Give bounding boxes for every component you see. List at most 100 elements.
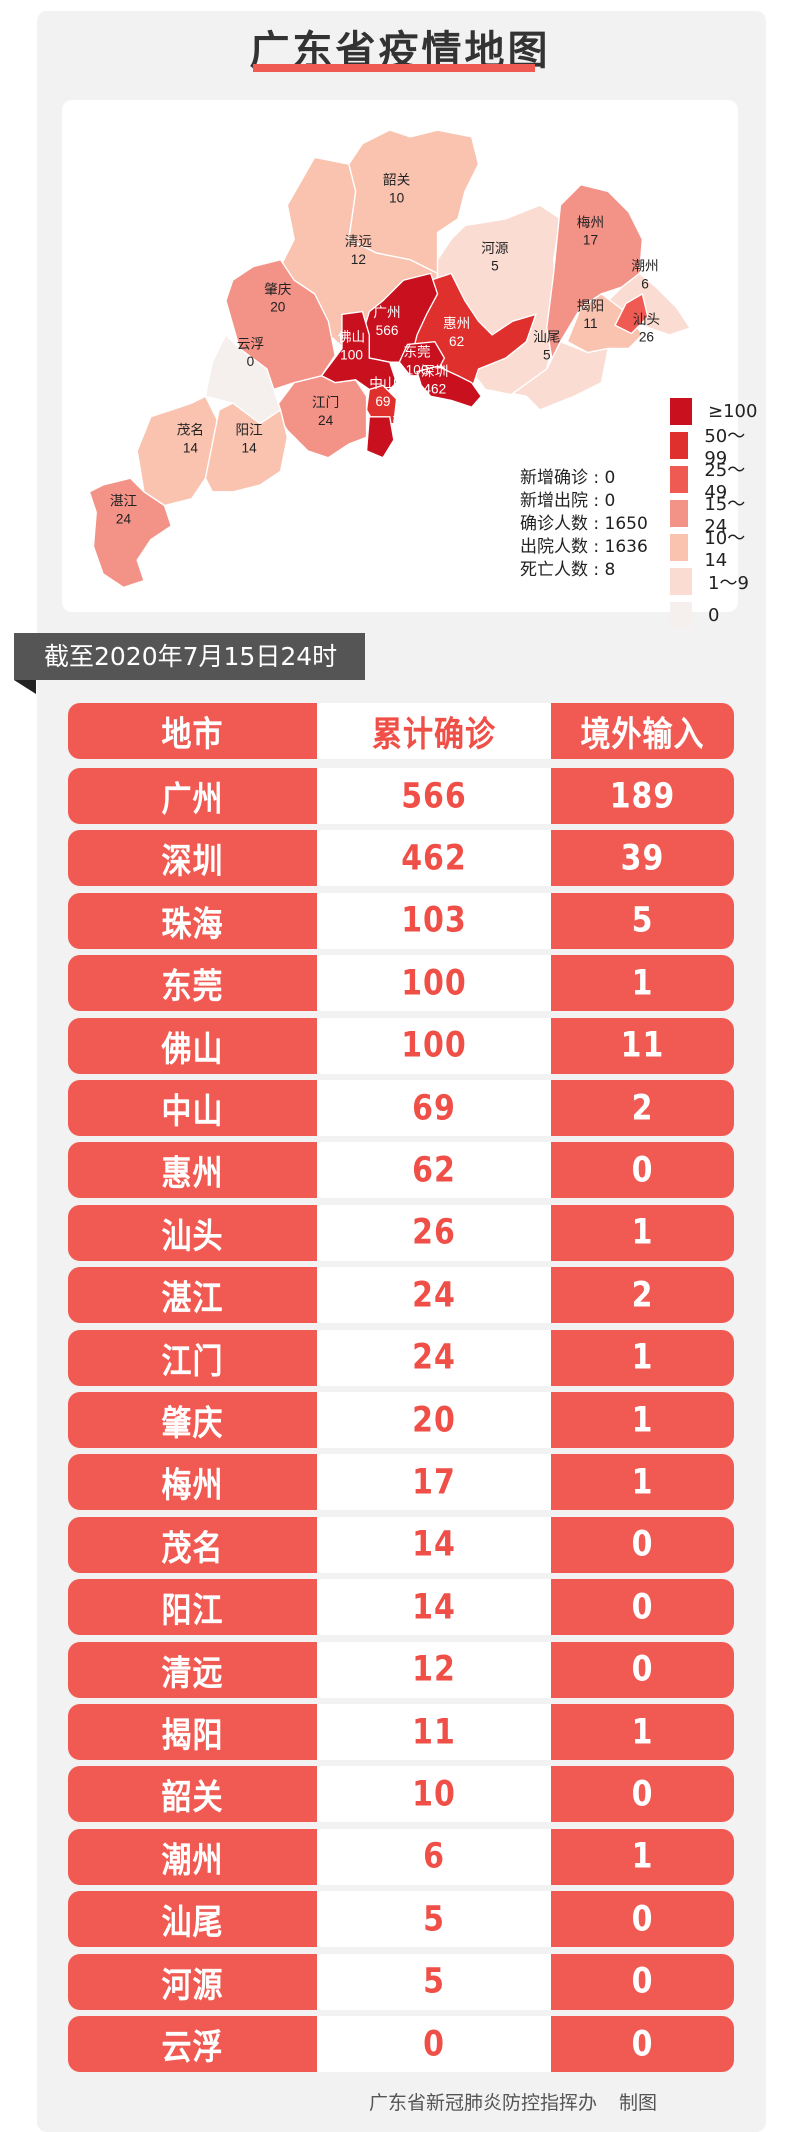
table-row: 汕尾 5 0 xyxy=(68,1891,734,1948)
total-cases-cell: 24 xyxy=(317,1267,551,1324)
cell-text: 韶关 xyxy=(161,1778,224,1819)
imported-cell: 5 xyxy=(551,892,734,949)
map-region xyxy=(510,340,610,411)
region-value: 6 xyxy=(641,276,649,291)
table-row: 梅州 17 1 xyxy=(68,1454,734,1511)
legend-item: 0 xyxy=(670,601,757,630)
legend-swatch xyxy=(670,398,692,425)
imported-cell: 境外输入 xyxy=(551,703,734,759)
city-cell: 汕尾 xyxy=(68,1891,317,1948)
region-value: 20 xyxy=(270,300,286,315)
total-cases-cell: 5 xyxy=(317,1891,551,1948)
banner-fold xyxy=(14,680,36,694)
cell-text: 189 xyxy=(609,775,676,817)
map-region xyxy=(365,416,395,459)
cell-text: 5 xyxy=(423,1961,445,2002)
stat-value: 8 xyxy=(604,560,616,580)
total-cases-cell: 566 xyxy=(317,768,551,824)
title-underline xyxy=(253,64,535,72)
imported-cell: 0 xyxy=(551,1641,734,1698)
total-cases-cell: 103 xyxy=(317,892,551,949)
city-cell: 佛山 xyxy=(68,1017,317,1074)
imported-cell: 11 xyxy=(551,1017,734,1074)
legend-label: 25～49 xyxy=(704,460,746,503)
cell-text: 100 xyxy=(401,963,467,1004)
cell-text: 茂名 xyxy=(161,1528,224,1569)
stat-label: 死亡人数 xyxy=(520,560,588,580)
map-region xyxy=(566,293,644,354)
imported-cell: 1 xyxy=(551,1704,734,1760)
region-name: 韶关 xyxy=(383,173,411,188)
cell-text: 境外输入 xyxy=(580,714,705,756)
cell-text: 566 xyxy=(401,775,467,817)
total-cases-cell: 5 xyxy=(317,1953,551,2010)
footer-org: 广东省新冠肺炎防控指挥办 xyxy=(369,2092,598,2114)
legend-item: 50～99 xyxy=(670,426,757,469)
legend-swatch xyxy=(670,534,689,561)
total-cases-cell: 12 xyxy=(317,1641,551,1698)
city-cell: 云浮 xyxy=(68,2016,317,2072)
imported-cell: 0 xyxy=(551,1891,734,1948)
footer-credit: 广东省新冠肺炎防控指挥办 制图 xyxy=(369,2088,657,2115)
cell-text: 2 xyxy=(631,1087,654,1129)
stat-label: 新增出院 xyxy=(520,491,588,511)
cell-text: 462 xyxy=(401,838,467,879)
imported-cell: 0 xyxy=(551,1516,734,1573)
table-row: 河源 5 0 xyxy=(68,1953,734,2010)
city-cell: 潮州 xyxy=(68,1828,317,1885)
cell-text: 0 xyxy=(631,1649,654,1690)
legend-swatch xyxy=(670,500,689,527)
legend-label: 1～9 xyxy=(708,572,749,594)
total-cases-cell: 20 xyxy=(317,1392,551,1448)
legend-swatch xyxy=(670,432,689,459)
legend-item: 10～14 xyxy=(670,528,757,571)
city-cell: 广州 xyxy=(68,768,317,824)
map-region xyxy=(88,477,173,589)
table-row: 潮州 6 1 xyxy=(68,1828,734,1885)
legend-label: 50～99 xyxy=(704,426,746,469)
cell-text: 24 xyxy=(412,1337,456,1378)
cell-text: 1 xyxy=(631,1836,654,1877)
table-row: 东莞 100 1 xyxy=(68,955,734,1012)
region-value: 26 xyxy=(639,330,654,345)
region-name: 广州 xyxy=(373,305,400,320)
table-row: 肇庆 20 1 xyxy=(68,1392,734,1448)
cell-text: 69 xyxy=(412,1087,456,1129)
region-value: 566 xyxy=(376,323,399,338)
table-row: 阳江 14 0 xyxy=(68,1579,734,1636)
cell-text: 1 xyxy=(631,1711,654,1753)
cell-text: 惠州 xyxy=(161,1154,224,1195)
cell-text: 11 xyxy=(412,1711,456,1753)
city-cell: 惠州 xyxy=(68,1142,317,1199)
total-cases-cell: 62 xyxy=(317,1142,551,1199)
region-value: 11 xyxy=(583,316,597,331)
table-row: 深圳 462 39 xyxy=(68,830,734,887)
city-cell: 茂名 xyxy=(68,1516,317,1573)
region-value: 100 xyxy=(406,362,429,377)
cell-text: 阳江 xyxy=(161,1591,224,1632)
cell-text: 梅州 xyxy=(161,1466,224,1507)
cell-text: 14 xyxy=(412,1524,456,1565)
table-row: 清远 12 0 xyxy=(68,1641,734,1698)
cell-text: 0 xyxy=(631,1774,654,1815)
region-name: 东莞 xyxy=(403,345,430,360)
cell-text: 24 xyxy=(412,1275,456,1316)
stat-label: 新增确诊 xyxy=(520,468,588,488)
city-cell: 清远 xyxy=(68,1641,317,1698)
table-row: 佛山 100 11 xyxy=(68,1017,734,1074)
total-cases-cell: 0 xyxy=(317,2016,551,2072)
table-row: 茂名 14 0 xyxy=(68,1516,734,1573)
region-name: 清远 xyxy=(345,234,373,249)
cell-text: 0 xyxy=(423,2023,445,2065)
cell-text: 1 xyxy=(631,1212,654,1253)
city-cell: 深圳 xyxy=(68,830,317,887)
map-region xyxy=(546,183,644,370)
table-row: 韶关 10 0 xyxy=(68,1766,734,1823)
cell-text: 12 xyxy=(412,1649,456,1690)
imported-cell: 1 xyxy=(551,1392,734,1448)
total-cases-cell: 100 xyxy=(317,1017,551,1074)
imported-cell: 0 xyxy=(551,2016,734,2072)
table-row: 揭阳 11 1 xyxy=(68,1704,734,1760)
cell-text: 5 xyxy=(631,900,654,941)
cell-text: 14 xyxy=(412,1587,456,1628)
